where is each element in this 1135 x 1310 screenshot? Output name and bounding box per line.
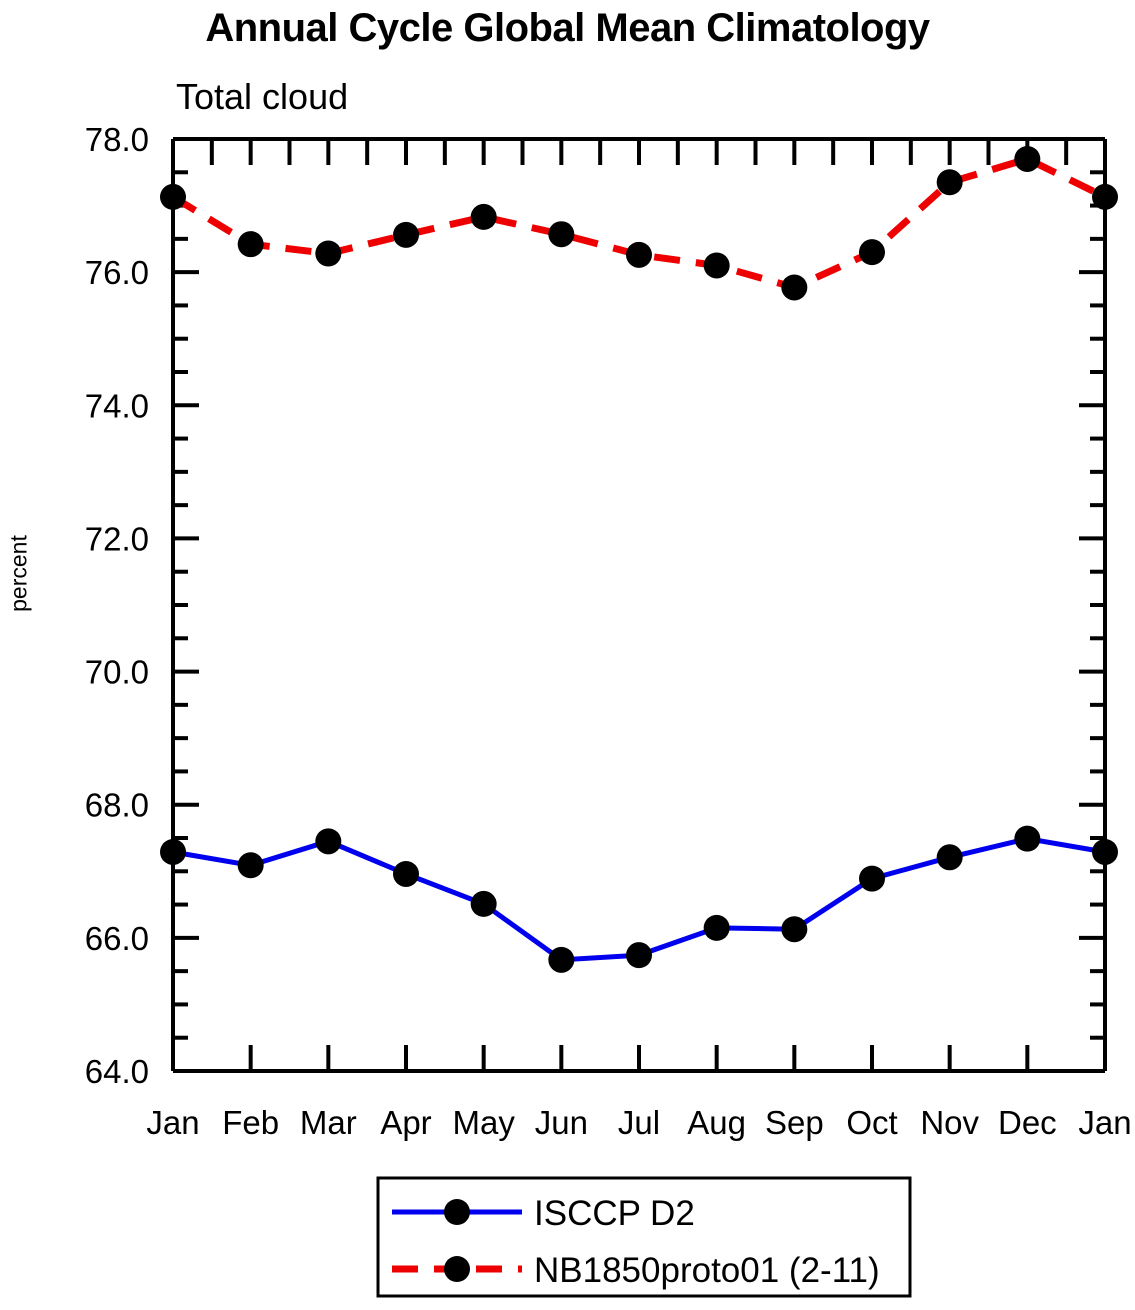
data-point-marker <box>393 860 419 887</box>
data-point-marker <box>237 852 264 879</box>
data-point-marker <box>859 865 885 892</box>
x-tick-label: Nov <box>920 1104 979 1141</box>
y-tick-label: 64.0 <box>85 1053 149 1090</box>
data-point-marker <box>703 914 730 941</box>
data-point-marker <box>1014 145 1041 172</box>
x-tick-label: Jan <box>1078 1104 1131 1141</box>
x-tick-label: Apr <box>380 1104 431 1141</box>
legend: ISCCP D2 NB1850proto01 (2-11) <box>376 1176 912 1298</box>
x-tick-label: Mar <box>300 1104 357 1141</box>
data-point-marker <box>237 231 264 258</box>
y-tick-label: 68.0 <box>85 787 149 824</box>
y-tick-label: 72.0 <box>85 520 149 557</box>
x-tick-label: Jan <box>146 1104 199 1141</box>
y-axis-ticks: 78.0 76.0 74.0 72.0 70.0 68.0 66.0 64.0 <box>85 121 1105 1090</box>
data-point-marker <box>936 844 963 871</box>
data-point-marker <box>936 169 963 196</box>
data-point-marker <box>548 221 575 248</box>
data-point-marker <box>1014 825 1041 852</box>
y-tick-label: 66.0 <box>85 920 149 957</box>
x-tick-label: Dec <box>998 1104 1057 1141</box>
y-tick-label: 70.0 <box>85 654 149 691</box>
data-point-marker <box>781 916 808 943</box>
series-line-2 <box>171 155 1107 292</box>
data-point-marker <box>393 221 419 248</box>
data-point-marker <box>160 838 186 865</box>
plot-axes <box>171 137 1107 1073</box>
legend-label-2: NB1850proto01 (2-11) <box>534 1251 880 1290</box>
legend-marker-1 <box>444 1199 470 1225</box>
data-point-marker <box>703 252 730 279</box>
data-point-marker <box>470 203 497 230</box>
x-tick-label: May <box>452 1104 515 1141</box>
data-point-marker <box>1092 183 1118 210</box>
series-line-1 <box>172 836 1106 963</box>
chart-subtitle: Total cloud <box>176 76 349 117</box>
data-point-marker <box>470 890 497 917</box>
data-point-marker <box>548 946 575 973</box>
data-point-marker <box>1092 838 1118 865</box>
y-tick-label: 78.0 <box>85 121 149 158</box>
data-point-marker <box>626 241 652 268</box>
data-point-marker <box>626 942 652 969</box>
x-tick-label: Jun <box>535 1104 588 1141</box>
data-point-marker <box>781 274 808 301</box>
data-point-marker <box>315 240 342 267</box>
data-point-marker <box>160 183 186 210</box>
x-tick-label: Jul <box>618 1104 660 1141</box>
data-point-marker <box>859 239 885 266</box>
x-axis-ticks: Jan Feb Mar Apr May Jun Jul Aug Sep Oct Nov Dec Jan <box>146 139 1132 1141</box>
y-tick-label: 74.0 <box>85 387 149 424</box>
data-point-marker <box>315 828 342 855</box>
y-tick-label: 76.0 <box>85 254 149 291</box>
x-tick-label: Feb <box>222 1104 279 1141</box>
x-tick-label: Aug <box>687 1104 746 1141</box>
data-series-group <box>160 145 1118 973</box>
x-tick-label: Sep <box>765 1104 824 1141</box>
legend-label-1: ISCCP D2 <box>534 1194 695 1233</box>
page-title: Annual Cycle Global Mean Climatology <box>205 6 930 50</box>
legend-marker-2 <box>444 1256 470 1282</box>
x-tick-label: Oct <box>846 1104 897 1141</box>
